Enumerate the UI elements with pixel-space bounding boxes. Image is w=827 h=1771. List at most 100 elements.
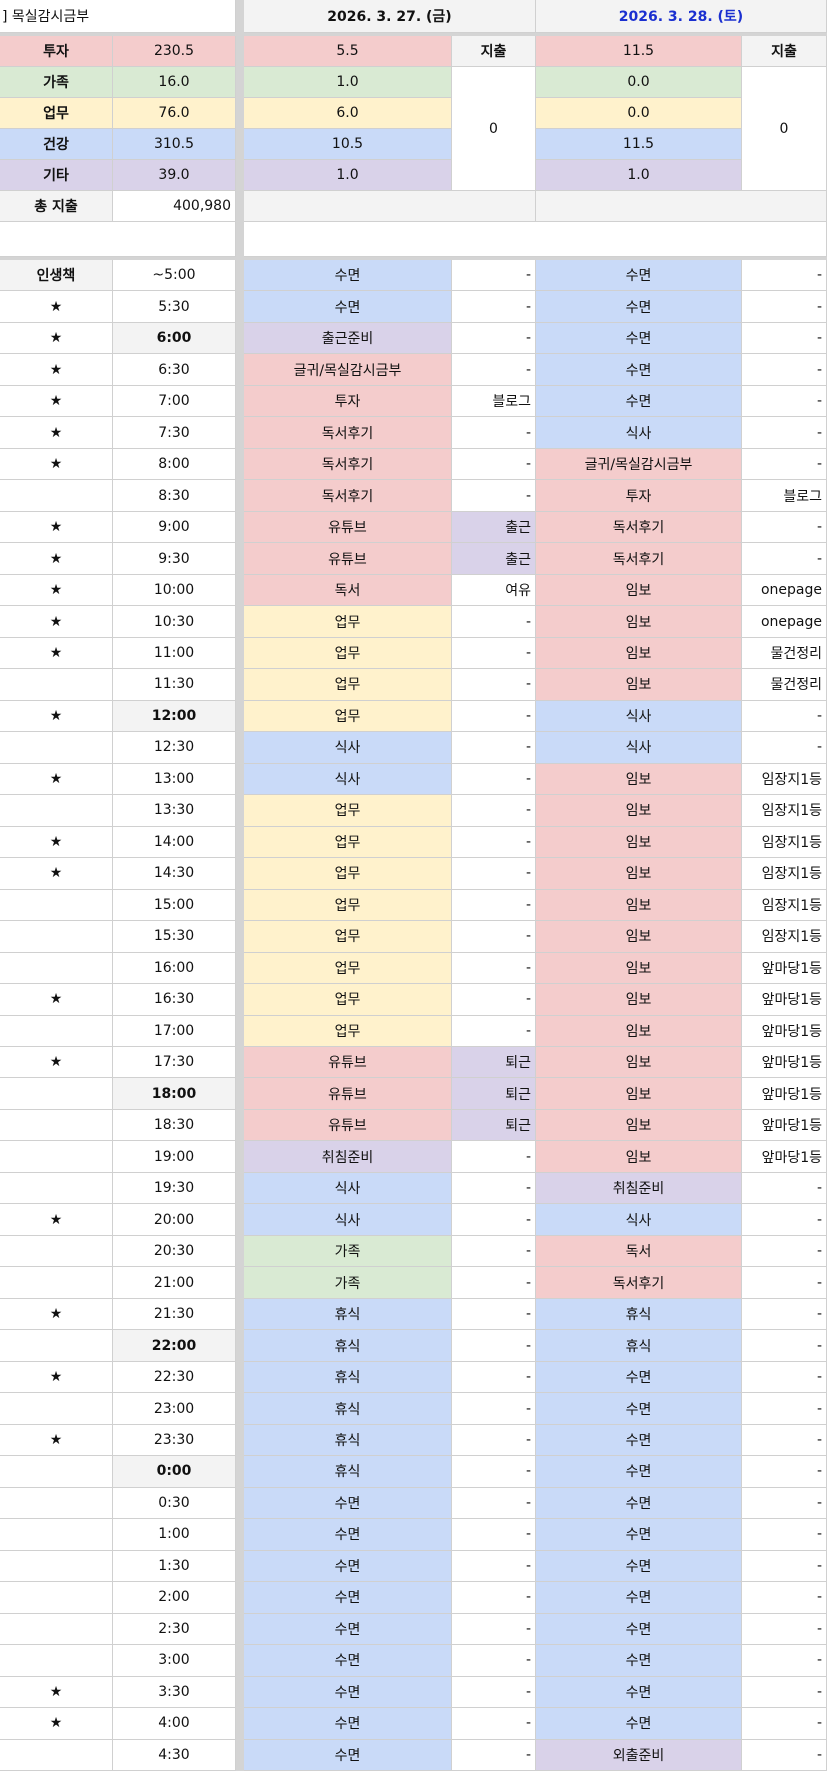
day2-note[interactable]: 임장지1등 bbox=[742, 889, 827, 922]
day2-activity[interactable]: 수면 bbox=[536, 354, 742, 386]
day2-activity[interactable]: 식사 bbox=[536, 732, 742, 764]
day1-activity[interactable]: 수면 bbox=[244, 1676, 452, 1709]
star-mark[interactable] bbox=[0, 1393, 113, 1425]
star-mark[interactable] bbox=[0, 1456, 113, 1488]
time-slot[interactable]: 14:00 bbox=[113, 826, 236, 859]
star-mark[interactable]: ★ bbox=[0, 1708, 113, 1740]
day1-activity[interactable]: 가족 bbox=[244, 1235, 452, 1268]
day1-activity[interactable]: 출근준비 bbox=[244, 322, 452, 355]
time-slot[interactable]: 1:30 bbox=[113, 1550, 236, 1583]
day1-note[interactable]: - bbox=[452, 1361, 536, 1394]
day1-activity[interactable]: 수면 bbox=[244, 291, 452, 323]
day1-note[interactable]: - bbox=[452, 260, 536, 292]
day1-activity[interactable]: 식사 bbox=[244, 1204, 452, 1236]
blank-row[interactable] bbox=[244, 222, 827, 257]
time-slot[interactable]: 18:00 bbox=[113, 1078, 236, 1110]
day2-summary-value[interactable]: 11.5 bbox=[536, 129, 742, 160]
star-mark[interactable] bbox=[0, 1141, 113, 1173]
day1-note[interactable]: - bbox=[452, 1298, 536, 1331]
day2-note[interactable]: - bbox=[742, 1613, 827, 1646]
day2-note[interactable]: - bbox=[742, 1393, 827, 1425]
day2-activity[interactable]: 수면 bbox=[536, 385, 742, 418]
day1-activity[interactable]: 식사 bbox=[244, 1172, 452, 1205]
day2-note[interactable]: - bbox=[742, 1487, 827, 1520]
star-mark[interactable]: ★ bbox=[0, 763, 113, 796]
day2-activity[interactable]: 임보 bbox=[536, 795, 742, 827]
star-mark[interactable]: ★ bbox=[0, 1361, 113, 1394]
day2-activity[interactable]: 임보 bbox=[536, 921, 742, 953]
day1-activity[interactable]: 수면 bbox=[244, 260, 452, 292]
day1-note[interactable]: - bbox=[452, 732, 536, 764]
day2-note[interactable]: 앞마당1등 bbox=[742, 1141, 827, 1173]
day2-note[interactable]: - bbox=[742, 732, 827, 764]
day2-note[interactable]: - bbox=[742, 1708, 827, 1740]
day2-note[interactable]: onepage bbox=[742, 606, 827, 638]
day2-note[interactable]: - bbox=[742, 291, 827, 323]
day1-activity[interactable]: 투자 bbox=[244, 385, 452, 418]
day2-note[interactable]: - bbox=[742, 322, 827, 355]
day1-activity[interactable]: 취침준비 bbox=[244, 1141, 452, 1173]
time-slot[interactable]: 11:00 bbox=[113, 637, 236, 670]
day2-note[interactable]: - bbox=[742, 385, 827, 418]
star-mark[interactable]: ★ bbox=[0, 291, 113, 323]
day1-activity[interactable]: 업무 bbox=[244, 606, 452, 638]
day2-note[interactable]: onepage bbox=[742, 574, 827, 607]
day1-note[interactable]: - bbox=[452, 1424, 536, 1457]
time-slot[interactable]: 16:30 bbox=[113, 984, 236, 1016]
day2-activity[interactable]: 외출준비 bbox=[536, 1739, 742, 1771]
day2-activity[interactable]: 글귀/목실감시금부 bbox=[536, 448, 742, 481]
time-slot[interactable]: 11:30 bbox=[113, 669, 236, 701]
day1-date-header[interactable]: 2026. 3. 27. (금) bbox=[244, 0, 536, 33]
star-mark[interactable]: ★ bbox=[0, 322, 113, 355]
day2-note[interactable]: - bbox=[742, 1519, 827, 1551]
summary-total[interactable]: 310.5 bbox=[113, 129, 236, 160]
day1-note[interactable]: - bbox=[452, 322, 536, 355]
day2-activity[interactable]: 임보 bbox=[536, 669, 742, 701]
day2-expense-label[interactable]: 지출 bbox=[742, 36, 827, 67]
star-mark[interactable]: ★ bbox=[0, 354, 113, 386]
time-slot[interactable]: 6:30 bbox=[113, 354, 236, 386]
day1-expense-value[interactable]: 0 bbox=[452, 67, 536, 191]
time-slot[interactable]: 8:00 bbox=[113, 448, 236, 481]
time-slot[interactable]: 16:00 bbox=[113, 952, 236, 985]
time-slot[interactable]: 4:30 bbox=[113, 1739, 236, 1771]
time-slot[interactable]: 1:00 bbox=[113, 1519, 236, 1551]
day1-activity[interactable]: 휴식 bbox=[244, 1393, 452, 1425]
day1-activity[interactable]: 글귀/목실감시금부 bbox=[244, 354, 452, 386]
day1-note[interactable]: 출근 bbox=[452, 511, 536, 544]
day1-activity[interactable]: 수면 bbox=[244, 1582, 452, 1614]
day2-summary-value[interactable]: 0.0 bbox=[536, 98, 742, 129]
day1-summary-value[interactable]: 5.5 bbox=[244, 36, 452, 67]
star-mark[interactable] bbox=[0, 480, 113, 512]
day2-note[interactable]: - bbox=[742, 448, 827, 481]
star-mark[interactable] bbox=[0, 1330, 113, 1362]
star-mark[interactable] bbox=[0, 1550, 113, 1583]
day2-note[interactable]: - bbox=[742, 1361, 827, 1394]
star-mark[interactable]: ★ bbox=[0, 1298, 113, 1331]
day1-note[interactable]: 출근 bbox=[452, 543, 536, 575]
day1-note[interactable]: 퇴근 bbox=[452, 1109, 536, 1142]
time-slot[interactable]: 7:30 bbox=[113, 417, 236, 449]
star-mark[interactable]: ★ bbox=[0, 858, 113, 890]
time-slot[interactable]: 19:30 bbox=[113, 1172, 236, 1205]
day2-note[interactable]: - bbox=[742, 354, 827, 386]
day1-activity[interactable]: 가족 bbox=[244, 1267, 452, 1299]
day2-note[interactable]: 물건정리 bbox=[742, 637, 827, 670]
day1-note[interactable]: - bbox=[452, 1613, 536, 1646]
day2-note[interactable]: - bbox=[742, 1267, 827, 1299]
day1-note[interactable]: - bbox=[452, 1141, 536, 1173]
day1-note[interactable]: - bbox=[452, 1267, 536, 1299]
day2-note[interactable]: - bbox=[742, 1330, 827, 1362]
day2-note[interactable]: - bbox=[742, 1172, 827, 1205]
day1-activity[interactable]: 수면 bbox=[244, 1739, 452, 1771]
day1-note[interactable]: - bbox=[452, 1739, 536, 1771]
time-slot[interactable]: 3:00 bbox=[113, 1645, 236, 1677]
time-slot[interactable]: 17:30 bbox=[113, 1047, 236, 1079]
day2-activity[interactable]: 수면 bbox=[536, 1645, 742, 1677]
summary-label[interactable]: 투자 bbox=[0, 36, 113, 67]
day1-note[interactable]: - bbox=[452, 480, 536, 512]
star-mark[interactable] bbox=[0, 921, 113, 953]
day1-note[interactable]: - bbox=[452, 1582, 536, 1614]
day2-note[interactable]: - bbox=[742, 1204, 827, 1236]
day2-note[interactable]: - bbox=[742, 1424, 827, 1457]
